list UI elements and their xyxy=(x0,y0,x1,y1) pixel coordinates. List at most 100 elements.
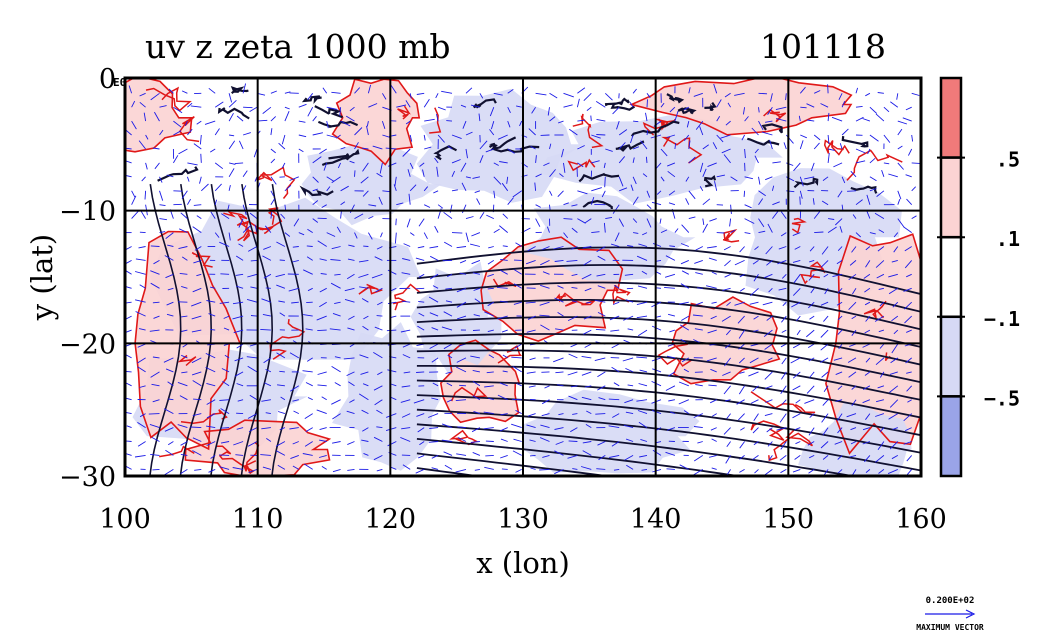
wind-vector xyxy=(229,134,235,137)
wind-vector xyxy=(459,259,467,264)
wind-vector xyxy=(528,385,536,388)
wind-vector xyxy=(730,176,738,182)
wind-vector xyxy=(312,218,319,223)
wind-vector xyxy=(358,393,369,401)
wind-vector xyxy=(292,399,299,402)
wind-vector xyxy=(507,120,511,128)
wind-vector xyxy=(766,260,773,266)
wind-vector xyxy=(471,259,481,265)
wind-vector xyxy=(674,110,679,122)
wind-vector xyxy=(765,120,773,123)
wind-vector xyxy=(535,155,537,163)
wind-vector xyxy=(360,176,369,184)
wind-vector xyxy=(763,469,773,476)
wind-vector xyxy=(535,173,542,178)
wind-vector xyxy=(736,399,745,405)
wind-vector xyxy=(738,357,745,364)
wind-vector xyxy=(418,218,425,227)
wind-vector xyxy=(636,315,648,319)
wind-vector xyxy=(608,398,620,401)
wind-vector xyxy=(250,286,258,289)
wind-vector xyxy=(820,357,829,363)
wind-vector xyxy=(280,213,286,219)
wind-vector xyxy=(862,118,871,122)
wind-vector xyxy=(583,329,592,335)
vorticity-contour xyxy=(145,86,192,112)
height-contour xyxy=(416,281,921,331)
wind-vector xyxy=(893,232,899,238)
wind-vector xyxy=(724,399,731,402)
vorticity-contour xyxy=(134,230,242,451)
wind-vector xyxy=(710,427,717,431)
wind-vector xyxy=(319,258,327,261)
wind-vector xyxy=(317,329,327,332)
wind-vector xyxy=(502,245,508,247)
wind-vector xyxy=(305,328,313,331)
wind-vector xyxy=(166,313,174,317)
wind-vector xyxy=(807,301,815,309)
wind-vector xyxy=(329,328,341,331)
plot-frame xyxy=(123,76,923,478)
wind-vector xyxy=(179,395,188,401)
wind-vector xyxy=(441,326,453,331)
wind-vector xyxy=(193,398,202,401)
wind-vector xyxy=(697,287,703,289)
wind-vector xyxy=(461,182,467,192)
wind-vector xyxy=(173,155,179,164)
wind-vector xyxy=(462,120,467,129)
wind-vector xyxy=(456,287,467,293)
wind-vector xyxy=(881,169,885,177)
wind-vector xyxy=(725,329,731,336)
wind-vector xyxy=(484,466,494,470)
wind-vector xyxy=(604,176,606,188)
wind-vector xyxy=(284,106,290,110)
wind-vector xyxy=(354,170,356,177)
wind-vector xyxy=(208,468,216,473)
wind-vector xyxy=(563,92,574,98)
wind-vector xyxy=(753,329,759,332)
wind-vector xyxy=(305,382,313,387)
wind-vector xyxy=(555,328,564,331)
vorticity-contour xyxy=(572,113,604,149)
height-contour xyxy=(582,199,613,210)
wind-vector xyxy=(626,464,634,470)
wind-vector xyxy=(417,246,425,249)
wind-vector xyxy=(646,218,652,228)
wind-vector xyxy=(706,246,717,249)
wind-vector xyxy=(319,301,327,308)
wind-vector xyxy=(459,384,467,387)
wind-vector xyxy=(744,204,752,209)
wind-vector xyxy=(669,411,676,415)
wind-vector xyxy=(347,327,355,331)
wind-vector xyxy=(159,190,164,201)
wind-vector xyxy=(694,328,703,331)
wind-vector xyxy=(402,258,411,261)
wind-vector xyxy=(541,413,550,417)
negative-vorticity-area xyxy=(332,322,442,471)
wind-vector xyxy=(567,315,578,322)
wind-vector xyxy=(721,315,731,322)
wind-vector xyxy=(445,300,453,303)
wind-vector xyxy=(809,371,815,378)
wind-vector xyxy=(474,298,481,303)
wind-vector xyxy=(444,464,453,470)
wind-vector xyxy=(555,441,564,445)
wind-vector xyxy=(483,427,494,430)
wind-vector xyxy=(513,283,522,289)
wind-vector xyxy=(862,399,871,404)
wind-vector xyxy=(821,246,829,255)
wind-vector xyxy=(125,160,132,164)
wind-vector xyxy=(423,99,430,108)
wind-vector xyxy=(379,162,383,174)
wind-vector xyxy=(219,301,230,304)
wind-vector xyxy=(246,298,258,303)
wind-vector xyxy=(542,454,550,458)
wind-vector xyxy=(640,140,648,150)
wind-vector xyxy=(820,103,829,108)
wind-vector xyxy=(863,455,871,463)
wind-vector xyxy=(820,343,829,351)
wind-vector xyxy=(247,413,258,419)
wind-vector xyxy=(187,102,193,108)
height-contour xyxy=(299,185,334,197)
wind-vector xyxy=(639,369,648,373)
